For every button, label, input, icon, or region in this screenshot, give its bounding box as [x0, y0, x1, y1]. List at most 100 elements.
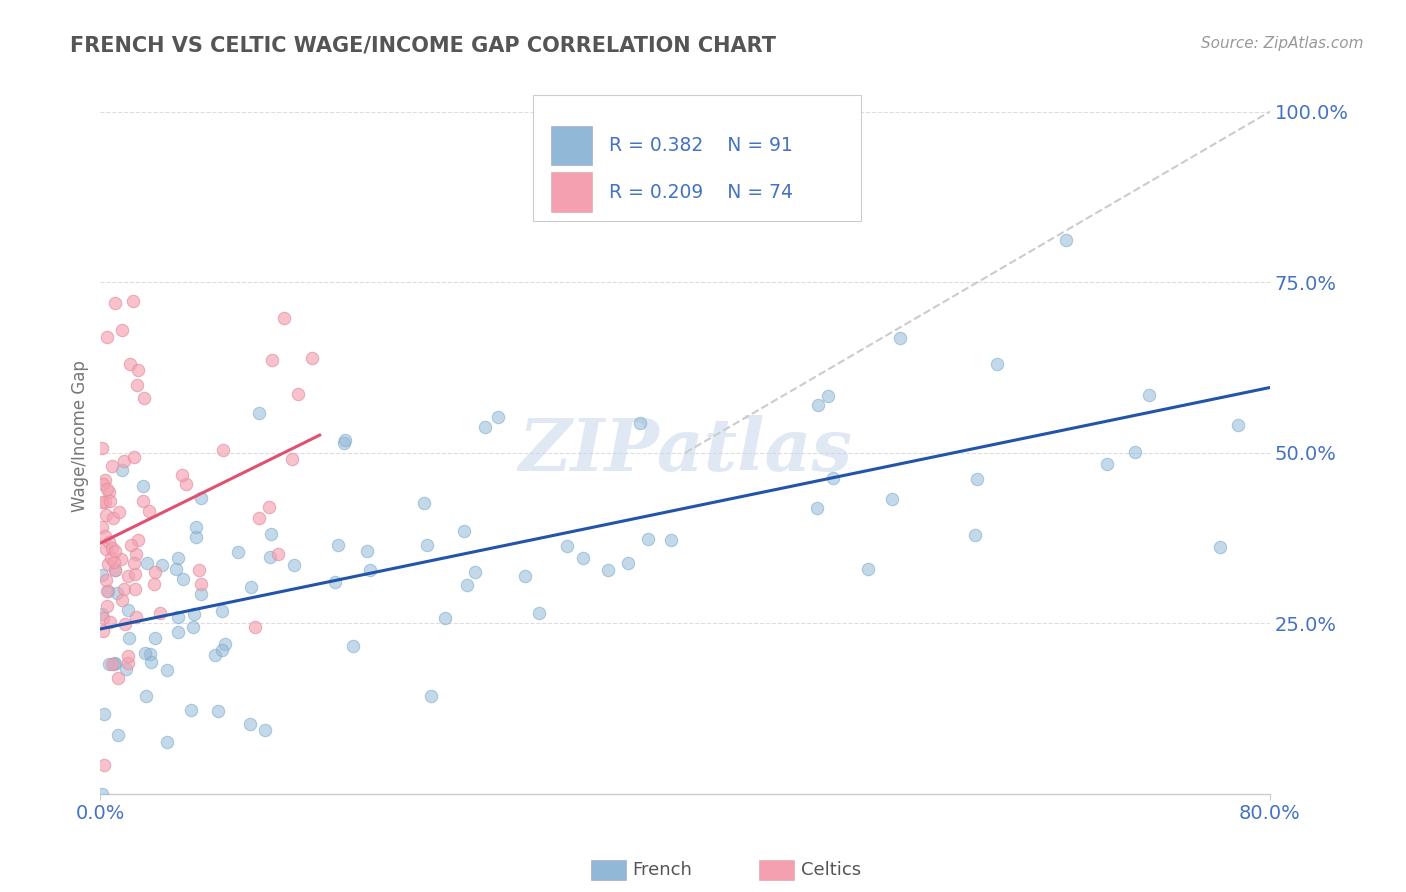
Point — [456, 578, 478, 592]
Point — [112, 454, 135, 468]
Point — [142, 576, 165, 591]
Point — [124, 567, 146, 582]
Point — [143, 566, 166, 580]
Point — [118, 631, 141, 645]
FancyBboxPatch shape — [533, 95, 860, 220]
Point — [98, 535, 121, 549]
Point — [807, 398, 830, 412]
Point — [120, 538, 142, 552]
Point — [139, 655, 162, 669]
Point — [91, 441, 114, 455]
Point — [226, 545, 249, 559]
Point — [172, 468, 194, 483]
Point — [103, 657, 125, 671]
Point — [267, 547, 290, 561]
Point — [149, 607, 172, 621]
Point — [101, 657, 124, 672]
Point — [134, 391, 156, 405]
Text: Celtics: Celtics — [801, 861, 862, 879]
Point — [333, 433, 356, 447]
Point — [184, 530, 207, 544]
Point — [103, 555, 125, 569]
Point — [463, 566, 485, 580]
Point — [515, 568, 537, 582]
Point — [135, 689, 157, 703]
Point — [212, 442, 235, 457]
Point — [97, 557, 120, 571]
Point — [98, 494, 121, 508]
Point — [91, 568, 114, 582]
Point — [283, 558, 305, 573]
Point — [97, 584, 120, 599]
Point — [111, 593, 134, 607]
Point — [93, 611, 115, 625]
Point — [124, 548, 146, 562]
Point — [101, 510, 124, 524]
Point — [111, 323, 134, 337]
Y-axis label: Wage/Income Gap: Wage/Income Gap — [72, 359, 89, 512]
Point — [138, 503, 160, 517]
Point — [104, 295, 127, 310]
Point — [166, 550, 188, 565]
Point — [96, 584, 118, 599]
Point — [122, 450, 145, 464]
Point — [323, 575, 346, 590]
Point — [127, 363, 149, 377]
Point — [125, 610, 148, 624]
Text: ZIPatlas: ZIPatlas — [517, 415, 852, 485]
Point — [273, 310, 295, 325]
Point — [333, 436, 356, 450]
Point — [1227, 417, 1250, 432]
Point — [94, 574, 117, 588]
Point — [821, 471, 844, 485]
Point — [155, 735, 177, 749]
Point — [166, 609, 188, 624]
Point — [214, 637, 236, 651]
Point — [117, 603, 139, 617]
FancyBboxPatch shape — [551, 172, 592, 211]
Point — [889, 330, 911, 344]
Point — [254, 723, 277, 737]
Point — [167, 625, 190, 640]
Text: R = 0.382    N = 91: R = 0.382 N = 91 — [609, 136, 793, 155]
Point — [93, 706, 115, 721]
Point — [247, 511, 270, 525]
Point — [260, 526, 283, 541]
Point — [96, 330, 118, 344]
Point — [211, 643, 233, 657]
Point — [856, 562, 879, 576]
Text: FRENCH VS CELTIC WAGE/INCOME GAP CORRELATION CHART: FRENCH VS CELTIC WAGE/INCOME GAP CORRELA… — [70, 36, 776, 55]
Point — [474, 419, 496, 434]
Point — [247, 406, 270, 420]
Point — [637, 533, 659, 547]
Point — [172, 573, 194, 587]
Point — [1123, 445, 1146, 459]
Point — [596, 563, 619, 577]
Point — [100, 551, 122, 566]
Point — [165, 562, 187, 576]
Point — [555, 540, 578, 554]
Point — [453, 524, 475, 538]
Point — [94, 494, 117, 508]
Point — [486, 410, 509, 425]
Point — [117, 656, 139, 670]
Point — [93, 757, 115, 772]
Point — [262, 353, 284, 368]
Text: Source: ZipAtlas.com: Source: ZipAtlas.com — [1201, 36, 1364, 51]
Point — [207, 704, 229, 718]
Point — [104, 563, 127, 577]
Point — [121, 294, 143, 309]
Point — [239, 716, 262, 731]
Point — [963, 527, 986, 541]
Point — [190, 587, 212, 601]
Point — [326, 538, 349, 552]
Point — [571, 551, 593, 566]
Point — [108, 505, 131, 519]
Point — [98, 615, 121, 629]
Point — [131, 479, 153, 493]
Point — [239, 580, 262, 594]
Point — [122, 556, 145, 570]
Point — [416, 537, 439, 551]
Point — [342, 639, 364, 653]
Point — [204, 648, 226, 663]
